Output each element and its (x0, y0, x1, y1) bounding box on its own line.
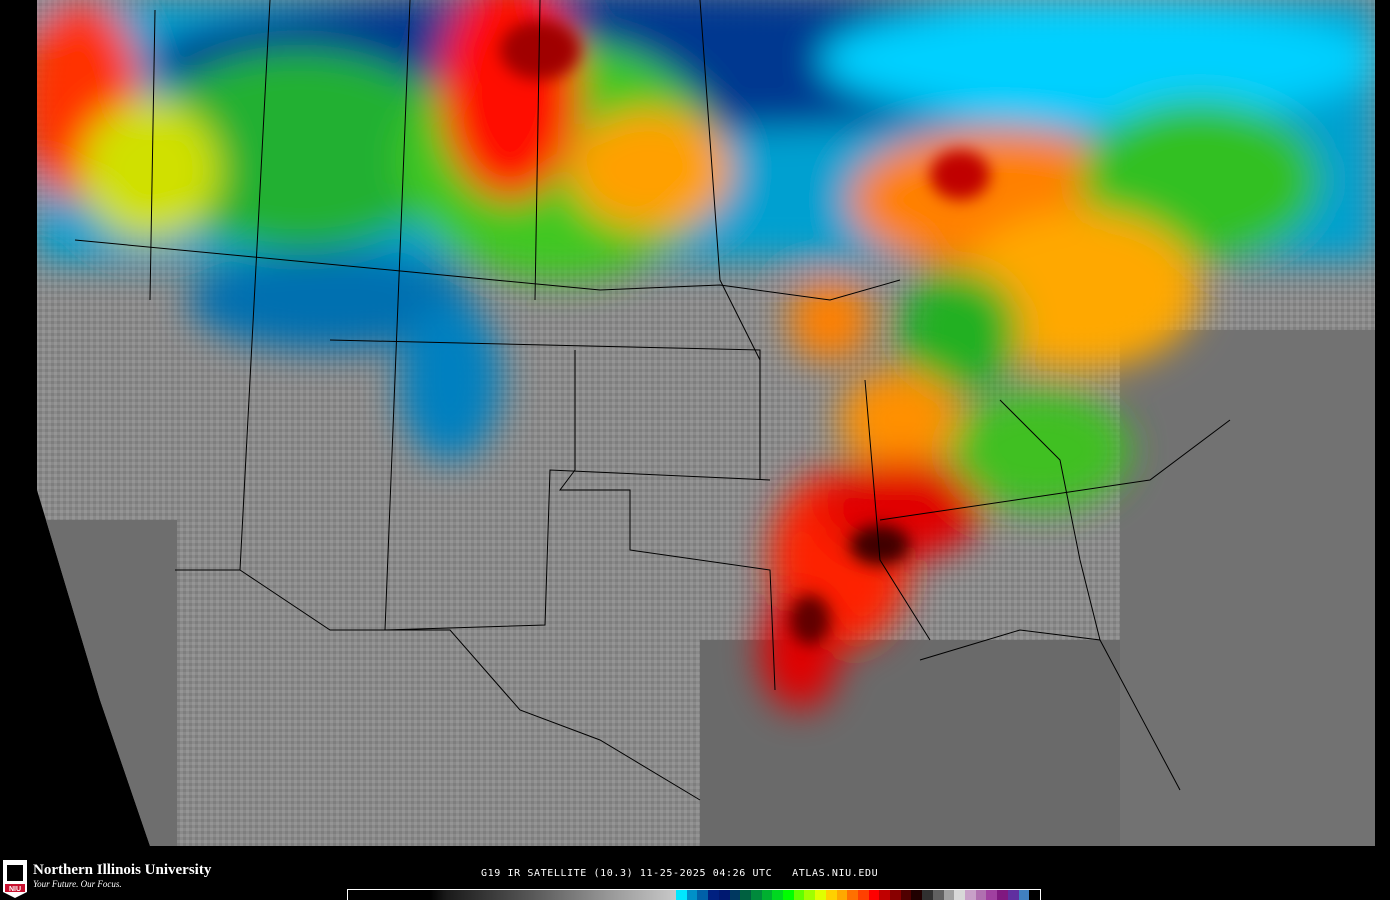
colorbar-swatch (825, 890, 837, 900)
colorbar-swatch (1029, 890, 1040, 900)
university-tagline: Your Future. Our Focus. (33, 879, 122, 889)
colorbar-swatch (804, 890, 816, 900)
colorbar-swatch (708, 890, 719, 900)
atlantic-water (1120, 330, 1375, 846)
colorbar-swatch (857, 890, 869, 900)
temperature-colorbar (347, 889, 1041, 900)
colorbar-swatch (836, 890, 848, 900)
niu-logo: NIU (3, 860, 27, 898)
colorbar-swatch (922, 890, 933, 900)
university-name: Northern Illinois University (33, 862, 212, 878)
colorbar-swatch (890, 890, 901, 900)
colorbar-swatch (997, 890, 1008, 900)
image-caption: G19 IR SATELLITE (10.3) 11-25-2025 04:26… (481, 868, 879, 879)
colorbar-swatch (911, 890, 923, 900)
colorbar-grayscale (348, 890, 676, 900)
colorbar-swatch (697, 890, 709, 900)
colorbar-swatch (975, 890, 987, 900)
colorbar-swatch (868, 890, 880, 900)
pacific-water (37, 520, 177, 846)
colorbar-swatch (879, 890, 891, 900)
colorbar-swatch (954, 890, 965, 900)
colorbar-swatch (740, 890, 751, 900)
colorbar-swatch (686, 890, 698, 900)
storm-cores (500, 20, 990, 645)
colorbar-swatch (1007, 890, 1019, 900)
colorbar-swatch (750, 890, 762, 900)
colorbar-swatch (676, 890, 687, 900)
colorbar-swatch (815, 890, 826, 900)
cloud-cover (37, 0, 1375, 710)
colorbar-swatch (793, 890, 805, 900)
colorbar-swatch (932, 890, 944, 900)
colorbar-swatch (1018, 890, 1030, 900)
colorbar-swatch (900, 890, 912, 900)
colorbar-swatch (986, 890, 998, 900)
colorbar-swatch (783, 890, 794, 900)
svg-text:NIU: NIU (9, 886, 21, 893)
state-borders (74, 0, 1231, 801)
colorbar-swatch (718, 890, 730, 900)
colorbar-swatch (729, 890, 741, 900)
colorbar-swatch (964, 890, 976, 900)
colorbar-swatch (943, 890, 955, 900)
colorbar-swatch (772, 890, 784, 900)
colorbar-swatch (761, 890, 773, 900)
satellite-map (37, 0, 1375, 846)
colorbar-swatch (847, 890, 858, 900)
